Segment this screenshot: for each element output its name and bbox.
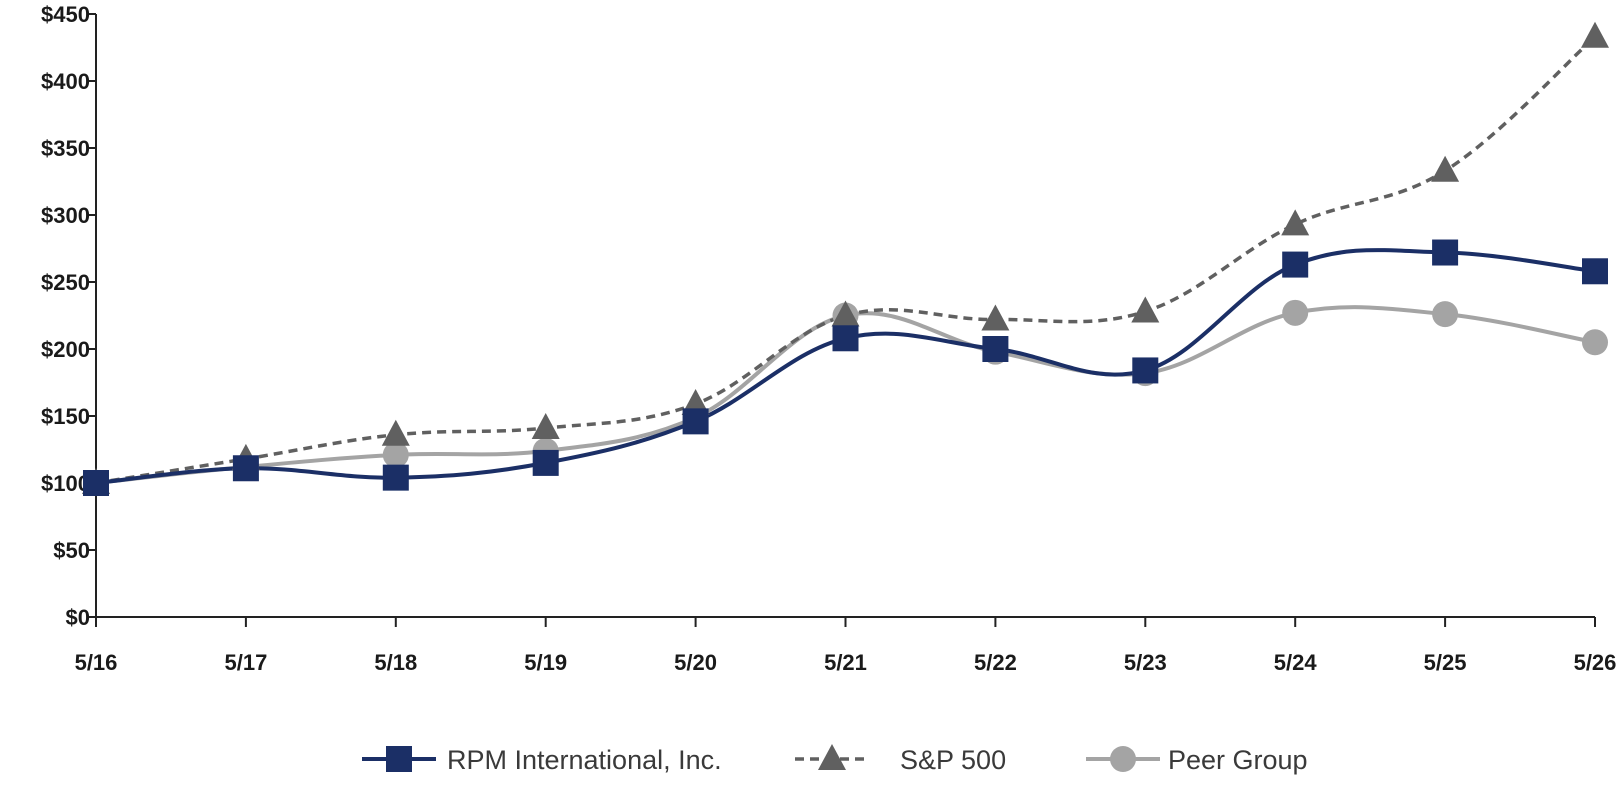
legend-label-triangle: S&P 500	[900, 745, 1006, 775]
data-point-triangle	[981, 304, 1010, 331]
legend-marker-circle	[1110, 746, 1136, 772]
data-point-square	[982, 336, 1009, 362]
legend: RPM International, Inc. S&P 500 Peer Group	[362, 744, 1308, 775]
x-tick-label: 5/16	[75, 650, 118, 675]
data-point-triangle	[1431, 155, 1460, 182]
data-point-triangle	[1131, 296, 1160, 323]
series-markers	[82, 21, 1609, 496]
data-point-square	[682, 408, 709, 435]
data-point-triangle	[1281, 209, 1310, 236]
y-tick-label: $400	[41, 69, 90, 94]
data-point-circle	[1282, 299, 1309, 326]
y-tick-label: $300	[41, 203, 90, 228]
data-point-square	[232, 455, 259, 482]
series-line-square	[95, 248, 1596, 485]
data-point-square	[1132, 357, 1159, 384]
data-point-square	[1282, 251, 1309, 278]
y-tick-label: $0	[66, 605, 90, 630]
y-tick-label: $350	[41, 136, 90, 161]
x-tick-label: 5/25	[1424, 650, 1467, 675]
x-tick-label: 5/24	[1274, 650, 1318, 675]
data-point-triangle	[531, 413, 560, 440]
y-tick-label: $250	[41, 270, 90, 295]
y-tick-label: $200	[41, 337, 90, 362]
x-tick-label: 5/21	[824, 650, 867, 675]
x-tick-label: 5/18	[374, 650, 417, 675]
y-tick-label: $150	[41, 404, 90, 429]
series-line-triangle	[95, 35, 1597, 485]
x-tick-label: 5/20	[674, 650, 717, 675]
data-point-square	[83, 470, 109, 496]
legend-marker-square	[386, 746, 412, 772]
data-point-triangle	[831, 300, 860, 327]
x-tick-label: 5/23	[1124, 650, 1167, 675]
x-tick-label: 5/22	[974, 650, 1017, 675]
legend-label-circle: Peer Group	[1168, 745, 1308, 775]
x-tick-label: 5/19	[524, 650, 567, 675]
x-tick-label: 5/26	[1574, 650, 1617, 675]
data-point-square	[382, 464, 409, 491]
y-tick-label: $50	[53, 538, 90, 563]
y-tick-label: $100	[41, 471, 90, 496]
legend-marker-triangle	[818, 744, 846, 770]
data-point-square	[832, 325, 859, 352]
data-point-square	[1432, 239, 1459, 266]
data-point-circle	[1582, 329, 1608, 356]
data-point-square	[532, 449, 559, 476]
data-point-circle	[1432, 301, 1459, 328]
x-tick-label: 5/17	[224, 650, 267, 675]
data-point-circle	[382, 441, 409, 468]
axes: $0 $50 $100 $150 $200 $250 $300 $350 $400 $450 5/1…	[41, 2, 1616, 675]
series-lines	[95, 35, 1597, 485]
y-tick-label: $450	[41, 2, 90, 27]
data-point-triangle	[1581, 21, 1609, 48]
data-point-square	[1582, 258, 1608, 285]
legend-label-square: RPM International, Inc.	[447, 745, 722, 775]
data-point-triangle	[381, 419, 410, 446]
